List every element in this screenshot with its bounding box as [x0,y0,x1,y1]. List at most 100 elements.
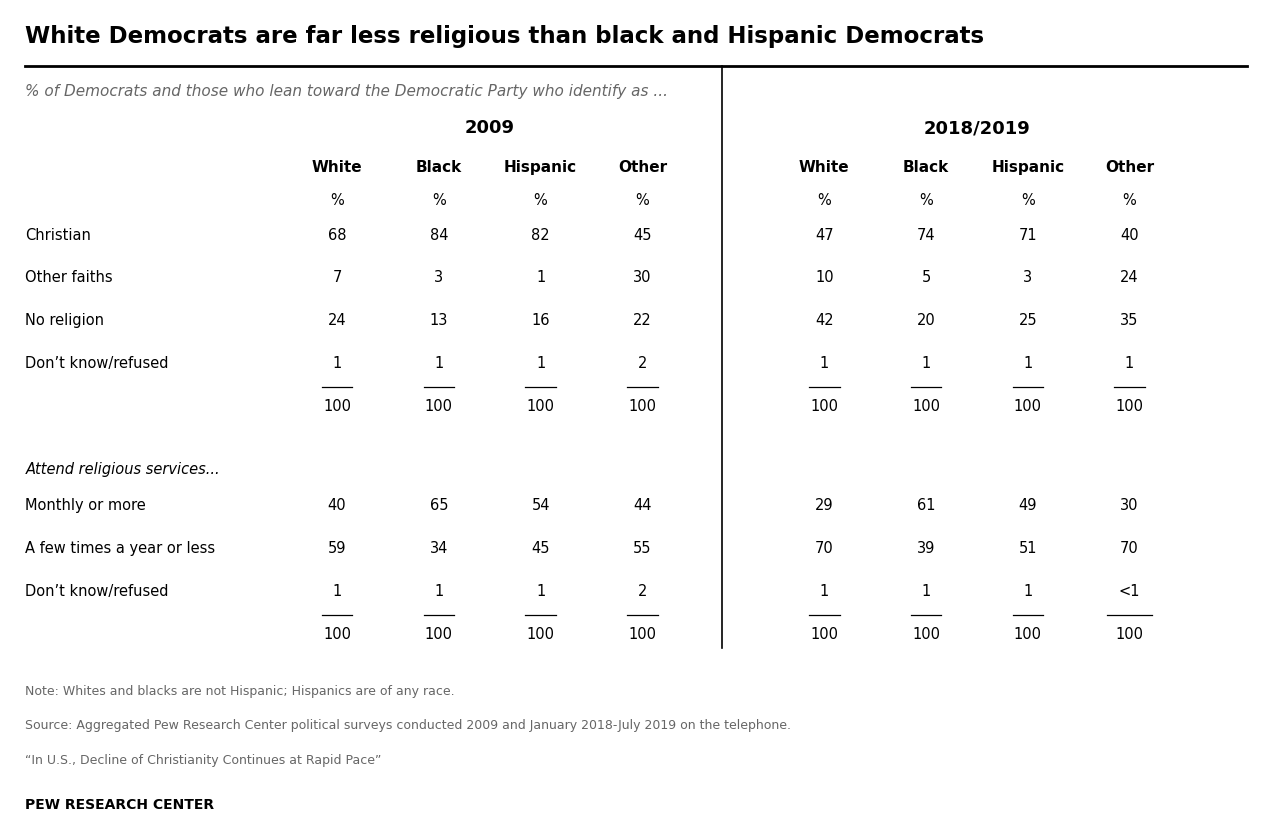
Text: Other faiths: Other faiths [25,270,113,285]
Text: Attend religious services...: Attend religious services... [25,462,220,477]
Text: 49: 49 [1019,498,1037,513]
Text: %: % [1123,193,1136,208]
Text: 22: 22 [633,313,651,328]
Text: 34: 34 [430,541,448,556]
Text: 1: 1 [332,584,342,598]
Text: 7: 7 [332,270,342,285]
Text: 47: 47 [815,228,833,242]
Text: 68: 68 [328,228,346,242]
Text: Other: Other [1105,160,1154,175]
Text: 25: 25 [1019,313,1037,328]
Text: 29: 29 [815,498,833,513]
Text: 10: 10 [815,270,833,285]
Text: 39: 39 [917,541,935,556]
Text: 1: 1 [536,270,546,285]
Text: Monthly or more: Monthly or more [25,498,146,513]
Text: 100: 100 [1116,399,1144,413]
Text: 100: 100 [425,626,453,641]
Text: 70: 70 [1121,541,1138,556]
Text: %: % [1021,193,1034,208]
Text: “In U.S., Decline of Christianity Continues at Rapid Pace”: “In U.S., Decline of Christianity Contin… [25,754,382,767]
Text: 42: 42 [815,313,833,328]
Text: 30: 30 [633,270,651,285]
Text: 1: 1 [921,356,931,371]
Text: 100: 100 [628,626,656,641]
Text: White Democrats are far less religious than black and Hispanic Democrats: White Democrats are far less religious t… [25,25,985,48]
Text: 1: 1 [819,584,829,598]
Text: %: % [331,193,343,208]
Text: 30: 30 [1121,498,1138,513]
Text: Black: Black [416,160,462,175]
Text: Other: Other [618,160,667,175]
Text: 59: 59 [328,541,346,556]
Text: 20: 20 [917,313,935,328]
Text: No religion: No religion [25,313,104,328]
Text: 100: 100 [912,626,940,641]
Text: 100: 100 [323,626,351,641]
Text: Don’t know/refused: Don’t know/refused [25,584,169,598]
Text: 82: 82 [532,228,550,242]
Text: 100: 100 [1116,626,1144,641]
Text: 100: 100 [810,399,838,413]
Text: 1: 1 [921,584,931,598]
Text: 100: 100 [425,399,453,413]
Text: 1: 1 [332,356,342,371]
Text: %: % [534,193,547,208]
Text: 1: 1 [1124,356,1135,371]
Text: 84: 84 [430,228,448,242]
Text: 45: 45 [532,541,550,556]
Text: Note: Whites and blacks are not Hispanic; Hispanics are of any race.: Note: Whites and blacks are not Hispanic… [25,685,455,698]
Text: 2: 2 [637,584,647,598]
Text: Hispanic: Hispanic [504,160,577,175]
Text: 51: 51 [1019,541,1037,556]
Text: <1: <1 [1119,584,1140,598]
Text: %: % [818,193,831,208]
Text: 61: 61 [917,498,935,513]
Text: Hispanic: Hispanic [991,160,1065,175]
Text: 16: 16 [532,313,550,328]
Text: 45: 45 [633,228,651,242]
Text: Black: Black [903,160,949,175]
Text: 70: 70 [815,541,833,556]
Text: White: White [799,160,850,175]
Text: 71: 71 [1019,228,1037,242]
Text: 1: 1 [536,356,546,371]
Text: 1: 1 [819,356,829,371]
Text: 5: 5 [921,270,931,285]
Text: 1: 1 [434,584,444,598]
Text: 1: 1 [1023,584,1033,598]
Text: 54: 54 [532,498,550,513]
Text: %: % [636,193,649,208]
Text: 13: 13 [430,313,448,328]
Text: 1: 1 [434,356,444,371]
Text: 3: 3 [434,270,444,285]
Text: 100: 100 [527,626,555,641]
Text: 44: 44 [633,498,651,513]
Text: 24: 24 [328,313,346,328]
Text: 40: 40 [328,498,346,513]
Text: White: White [312,160,363,175]
Text: 2: 2 [637,356,647,371]
Text: 100: 100 [323,399,351,413]
Text: % of Democrats and those who lean toward the Democratic Party who identify as ..: % of Democrats and those who lean toward… [25,84,669,99]
Text: 40: 40 [1121,228,1138,242]
Text: 74: 74 [917,228,935,242]
Text: 3: 3 [1023,270,1033,285]
Text: 24: 24 [1121,270,1138,285]
Text: 100: 100 [1014,399,1042,413]
Text: %: % [432,193,445,208]
Text: 55: 55 [633,541,651,556]
Text: PEW RESEARCH CENTER: PEW RESEARCH CENTER [25,798,215,812]
Text: %: % [920,193,932,208]
Text: 65: 65 [430,498,448,513]
Text: A few times a year or less: A few times a year or less [25,541,215,556]
Text: 1: 1 [536,584,546,598]
Text: 100: 100 [810,626,838,641]
Text: 1: 1 [1023,356,1033,371]
Text: 100: 100 [527,399,555,413]
Text: Christian: Christian [25,228,92,242]
Text: 100: 100 [1014,626,1042,641]
Text: 2009: 2009 [464,119,515,137]
Text: 35: 35 [1121,313,1138,328]
Text: Don’t know/refused: Don’t know/refused [25,356,169,371]
